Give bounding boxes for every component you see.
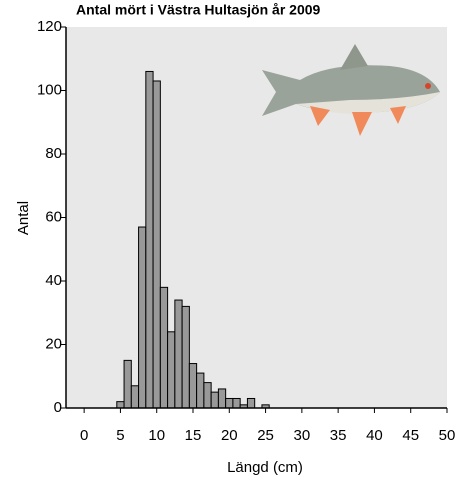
x-tick-label: 0 (80, 427, 88, 444)
y-tick-label: 80 (45, 145, 62, 162)
y-tick-label: 0 (54, 399, 62, 416)
bar (204, 383, 211, 408)
bar (175, 300, 182, 408)
y-tick-label: 120 (37, 18, 62, 35)
y-axis-label: Antal (15, 201, 32, 235)
y-tick-label: 100 (37, 81, 62, 98)
x-tick-label: 30 (294, 427, 311, 444)
bar (124, 360, 131, 408)
x-tick-label: 20 (221, 427, 238, 444)
x-tick-label: 50 (439, 427, 456, 444)
y-tick-label: 20 (45, 335, 62, 352)
bar (182, 306, 189, 408)
x-tick-label: 25 (257, 427, 274, 444)
bar (247, 398, 254, 408)
x-tick-label: 5 (116, 427, 124, 444)
bar (117, 402, 124, 408)
y-tick-label: 60 (45, 208, 62, 225)
x-axis-label: Längd (cm) (227, 459, 303, 476)
bar (211, 392, 218, 408)
bar (233, 398, 240, 408)
bar (139, 227, 146, 408)
x-tick-label: 15 (185, 427, 202, 444)
y-tick-label: 40 (45, 272, 62, 289)
bar (146, 71, 153, 408)
bar (131, 386, 138, 408)
bar (160, 287, 167, 408)
x-tick-label: 45 (402, 427, 419, 444)
bar (168, 332, 175, 408)
bar (197, 373, 204, 408)
chart: Antal mört i Västra Hultasjön år 2009 An… (0, 0, 461, 483)
bar (226, 398, 233, 408)
bar (153, 81, 160, 408)
x-tick-label: 40 (366, 427, 383, 444)
x-tick-label: 10 (148, 427, 165, 444)
bar (189, 364, 196, 408)
bar (218, 389, 225, 408)
x-tick-label: 35 (330, 427, 347, 444)
chart-title: Antal mört i Västra Hultasjön år 2009 (76, 2, 321, 18)
